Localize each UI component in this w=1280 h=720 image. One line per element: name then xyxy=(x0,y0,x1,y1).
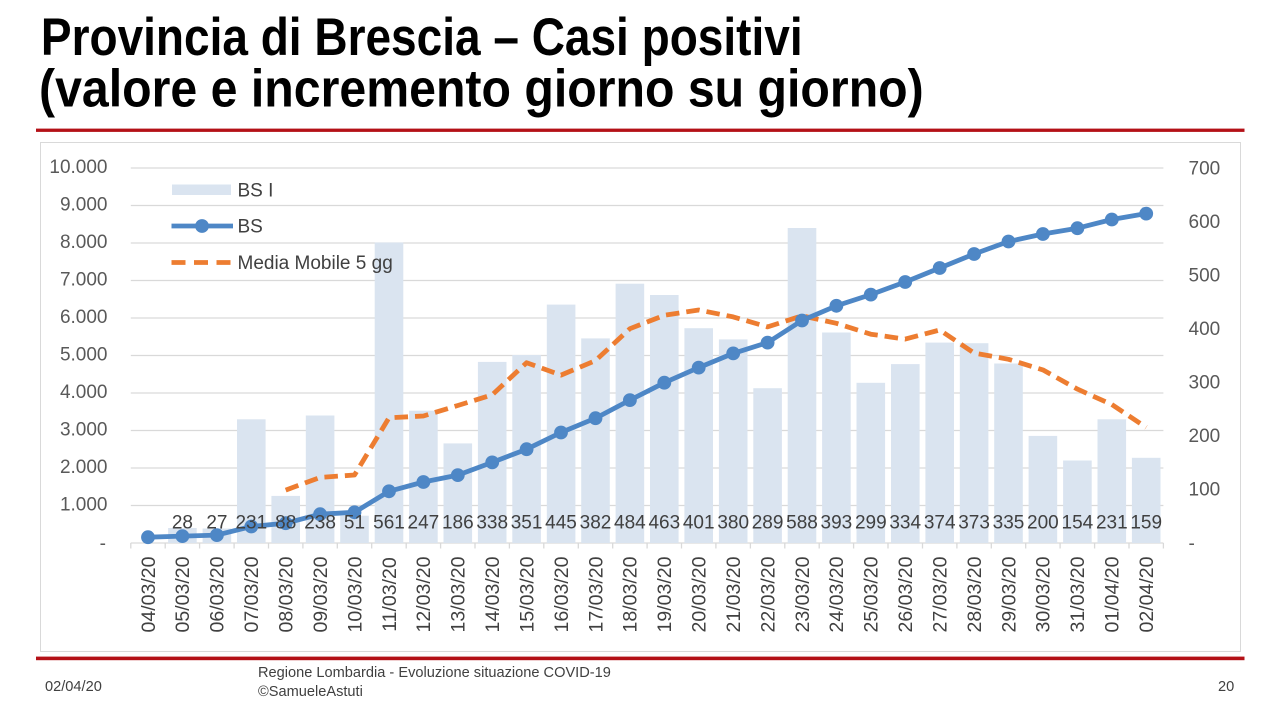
svg-text:24/03/20: 24/03/20 xyxy=(826,556,848,632)
svg-text:-: - xyxy=(100,534,106,555)
svg-text:20/03/20: 20/03/20 xyxy=(689,556,711,632)
svg-text:10/03/20: 10/03/20 xyxy=(344,556,366,632)
svg-text:445: 445 xyxy=(545,513,577,534)
svg-text:335: 335 xyxy=(993,513,1025,534)
svg-text:401: 401 xyxy=(683,513,715,534)
svg-text:27/03/20: 27/03/20 xyxy=(930,556,952,632)
svg-text:154: 154 xyxy=(1062,513,1094,534)
svg-text:7.000: 7.000 xyxy=(60,270,108,291)
svg-text:600: 600 xyxy=(1189,212,1221,233)
svg-text:51: 51 xyxy=(344,513,365,534)
svg-text:6.000: 6.000 xyxy=(60,307,108,328)
svg-text:588: 588 xyxy=(786,513,818,534)
svg-text:21/03/20: 21/03/20 xyxy=(723,556,745,632)
svg-text:25/03/20: 25/03/20 xyxy=(861,556,883,632)
svg-text:30/03/20: 30/03/20 xyxy=(1033,556,1055,632)
svg-text:8.000: 8.000 xyxy=(60,232,108,253)
svg-text:9.000: 9.000 xyxy=(60,195,108,216)
svg-text:300: 300 xyxy=(1189,373,1221,394)
svg-text:08/03/20: 08/03/20 xyxy=(276,556,298,632)
svg-text:299: 299 xyxy=(855,513,887,534)
svg-text:382: 382 xyxy=(580,513,612,534)
svg-text:484: 484 xyxy=(614,513,646,534)
svg-text:19/03/20: 19/03/20 xyxy=(654,556,676,632)
svg-text:186: 186 xyxy=(442,513,474,534)
svg-text:200: 200 xyxy=(1027,513,1059,534)
svg-text:3.000: 3.000 xyxy=(60,420,108,441)
svg-text:(valore e incremento giorno su: (valore e incremento giorno su giorno) xyxy=(39,58,924,118)
svg-text:231: 231 xyxy=(235,513,267,534)
svg-text:88: 88 xyxy=(275,513,296,534)
svg-text:15/03/20: 15/03/20 xyxy=(516,556,538,632)
svg-text:05/03/20: 05/03/20 xyxy=(172,556,194,632)
svg-text:20: 20 xyxy=(1218,679,1234,695)
svg-text:10.000: 10.000 xyxy=(49,157,107,178)
svg-text:374: 374 xyxy=(924,513,956,534)
svg-text:23/03/20: 23/03/20 xyxy=(792,556,814,632)
svg-text:1.000: 1.000 xyxy=(60,495,108,516)
svg-text:700: 700 xyxy=(1189,158,1221,179)
svg-text:373: 373 xyxy=(958,513,990,534)
svg-text:BS I: BS I xyxy=(238,181,274,202)
svg-text:11/03/20: 11/03/20 xyxy=(379,557,401,632)
svg-text:06/03/20: 06/03/20 xyxy=(207,556,229,632)
svg-text:14/03/20: 14/03/20 xyxy=(482,556,504,632)
svg-text:238: 238 xyxy=(304,513,336,534)
svg-text:Regione Lombardia - Evoluzione: Regione Lombardia - Evoluzione situazion… xyxy=(258,665,611,681)
svg-text:09/03/20: 09/03/20 xyxy=(310,556,332,632)
svg-text:100: 100 xyxy=(1189,480,1221,501)
svg-text:02/04/20: 02/04/20 xyxy=(1136,556,1158,632)
svg-text:500: 500 xyxy=(1189,265,1221,286)
svg-text:561: 561 xyxy=(373,513,405,534)
svg-text:2.000: 2.000 xyxy=(60,457,108,478)
svg-text:334: 334 xyxy=(889,513,921,534)
svg-text:29/03/20: 29/03/20 xyxy=(998,556,1020,632)
svg-text:200: 200 xyxy=(1189,426,1221,447)
svg-text:18/03/20: 18/03/20 xyxy=(620,556,642,632)
svg-text:5.000: 5.000 xyxy=(60,345,108,366)
svg-text:463: 463 xyxy=(648,513,680,534)
svg-text:289: 289 xyxy=(752,513,784,534)
svg-text:©SamueleAstuti: ©SamueleAstuti xyxy=(258,684,363,700)
svg-text:27: 27 xyxy=(206,513,227,534)
svg-text:400: 400 xyxy=(1189,319,1221,340)
svg-text:-: - xyxy=(1189,534,1195,555)
svg-text:28/03/20: 28/03/20 xyxy=(964,556,986,632)
svg-text:159: 159 xyxy=(1130,513,1162,534)
svg-text:26/03/20: 26/03/20 xyxy=(895,556,917,632)
svg-text:28: 28 xyxy=(172,513,193,534)
svg-text:Media Mobile 5 gg: Media Mobile 5 gg xyxy=(238,253,393,274)
svg-text:04/03/20: 04/03/20 xyxy=(138,556,160,632)
svg-text:Provincia di Brescia – Casi po: Provincia di Brescia – Casi positivi xyxy=(41,7,803,67)
svg-text:380: 380 xyxy=(717,513,749,534)
svg-text:247: 247 xyxy=(408,513,440,534)
svg-text:351: 351 xyxy=(511,513,543,534)
svg-text:BS: BS xyxy=(238,217,263,238)
svg-text:4.000: 4.000 xyxy=(60,382,108,403)
svg-text:231: 231 xyxy=(1096,513,1128,534)
svg-text:31/03/20: 31/03/20 xyxy=(1067,556,1089,632)
svg-text:17/03/20: 17/03/20 xyxy=(585,556,607,632)
svg-text:393: 393 xyxy=(821,513,853,534)
svg-text:07/03/20: 07/03/20 xyxy=(241,556,263,632)
svg-text:02/04/20: 02/04/20 xyxy=(45,679,102,695)
svg-text:13/03/20: 13/03/20 xyxy=(448,556,470,632)
svg-text:16/03/20: 16/03/20 xyxy=(551,556,573,632)
svg-text:338: 338 xyxy=(476,513,508,534)
svg-text:01/04/20: 01/04/20 xyxy=(1102,556,1124,632)
svg-text:12/03/20: 12/03/20 xyxy=(413,556,435,632)
svg-text:22/03/20: 22/03/20 xyxy=(757,556,779,632)
